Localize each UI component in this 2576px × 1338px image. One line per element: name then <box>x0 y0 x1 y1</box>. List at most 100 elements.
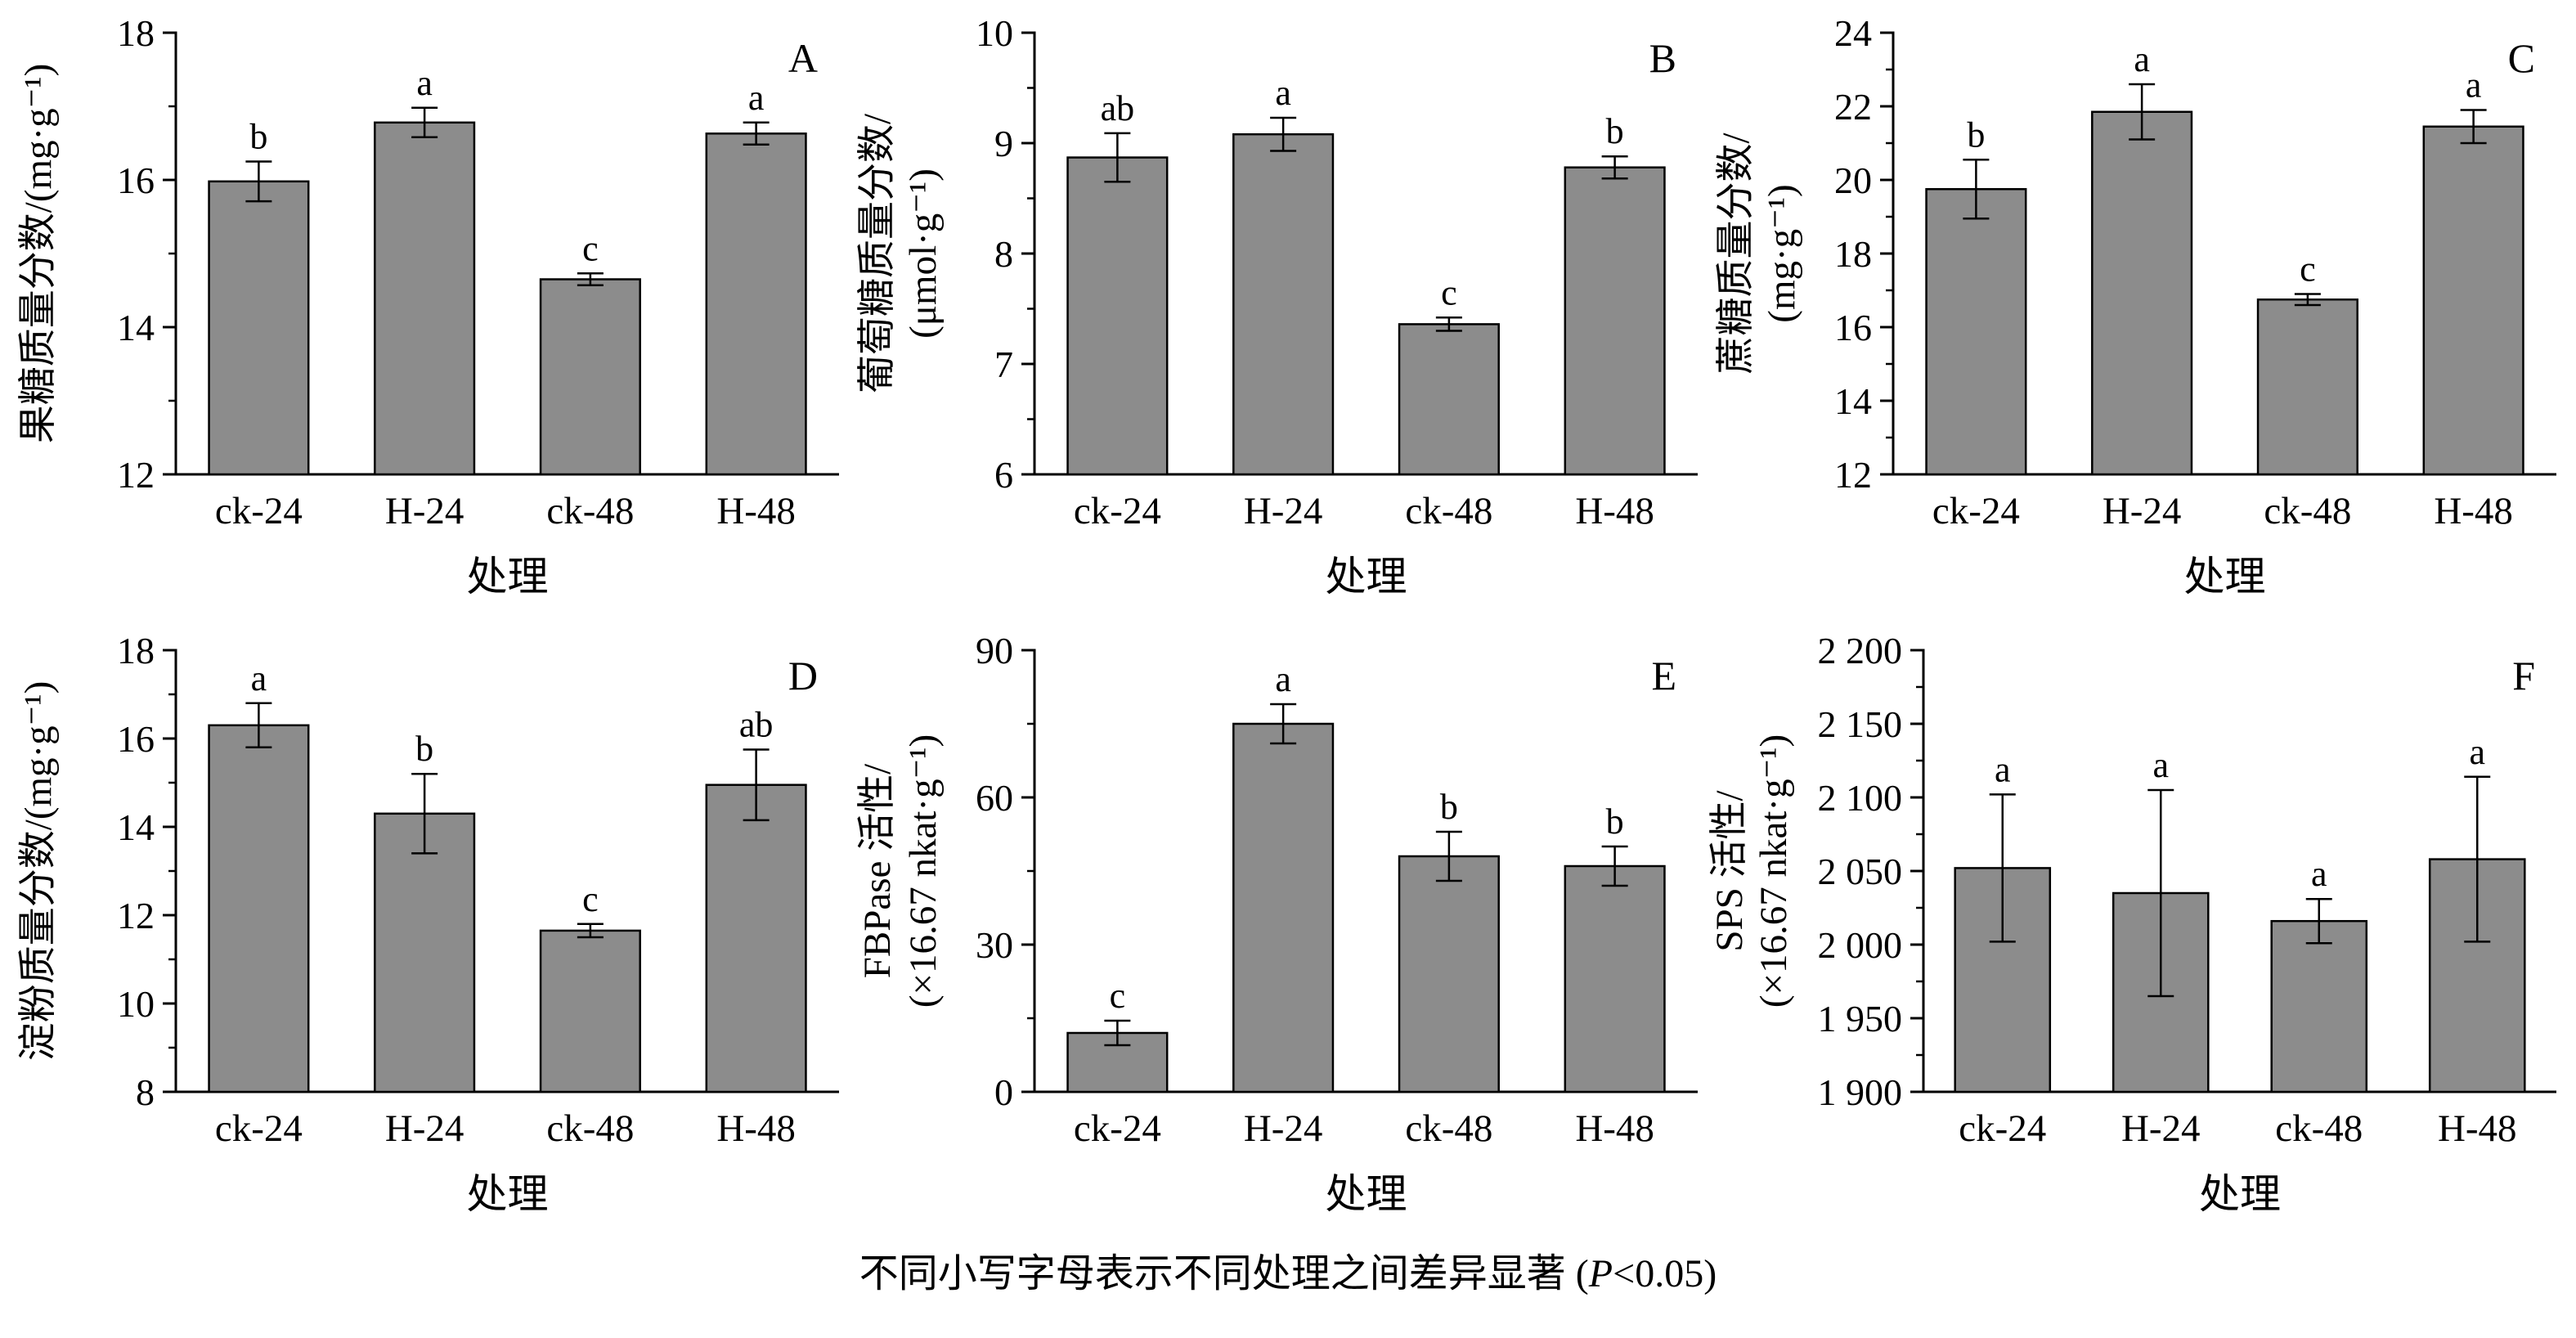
bar-ck-48 <box>1398 323 1500 476</box>
y-tick-label: 10 <box>976 12 1013 54</box>
caption-text-prefix: 不同小写字母表示不同处理之间差异显著 ( <box>859 1252 1589 1295</box>
y-axis-label-line: (μmol·g⁻¹) <box>902 168 945 339</box>
y-tick-label: 12 <box>1834 454 1872 496</box>
panel-letter: A <box>788 35 818 81</box>
sig-letter: a <box>2152 745 2169 785</box>
category-label: ck-48 <box>2264 490 2351 532</box>
sig-letter: a <box>748 78 765 118</box>
sig-letter: a <box>2466 65 2482 106</box>
error-bar-H-24 <box>2147 788 2174 998</box>
sig-letter: ab <box>739 705 774 745</box>
chart-panel-e: 0 30 60 90 c ck-24 a H-24 b ck-48 b H-48 E 处理 FBPase 活… <box>856 630 1698 1217</box>
error-bar-H-24 <box>2129 83 2156 141</box>
y-axis-label-line: FBPase 活性/ <box>856 763 899 978</box>
y-ticks <box>1880 31 1893 476</box>
bar-H-24 <box>1232 132 1335 476</box>
y-tick-label: 12 <box>117 454 155 496</box>
y-tick-label: 7 <box>994 343 1013 385</box>
category-label: ck-24 <box>1074 490 1161 532</box>
error-bar-ck-48 <box>1435 317 1462 332</box>
error-bar-H-48 <box>743 121 770 146</box>
bar-H-24 <box>374 812 476 1093</box>
y-tick-label: 22 <box>1834 86 1872 128</box>
y-ticks <box>163 649 176 1093</box>
bar-ck-48 <box>1398 855 1500 1093</box>
error-bar-ck-48 <box>2305 897 2332 945</box>
sig-letter: c <box>582 228 599 268</box>
y-axis-label-line: 蔗糖质量分数/ <box>1715 132 1757 375</box>
bar-ck-48 <box>539 278 641 476</box>
caption-p-symbol: P <box>1588 1252 1613 1295</box>
sig-letter: a <box>251 658 267 698</box>
category-label: H-24 <box>1244 490 1323 532</box>
category-label: H-24 <box>385 1107 464 1150</box>
y-tick-label: 30 <box>976 924 1013 966</box>
bar-H-48 <box>1564 166 1666 476</box>
y-tick-labels: 8 10 12 14 16 18 <box>117 630 155 1113</box>
panel-letter: E <box>1651 653 1676 698</box>
y-axis-label-line: (×16.67 nkat·g⁻¹) <box>1752 734 1795 1008</box>
sig-letter: c <box>1441 272 1457 312</box>
category-label: H-48 <box>2434 490 2513 532</box>
y-tick-label: 1 950 <box>1818 998 1903 1039</box>
category-label: H-48 <box>1575 490 1654 532</box>
bar-H-24 <box>374 121 476 476</box>
category-label: H-24 <box>1244 1107 1323 1150</box>
panel-letter: F <box>2512 653 2535 698</box>
x-axis-label: 处理 <box>467 1171 549 1217</box>
y-ticks <box>163 31 176 476</box>
y-tick-label: 90 <box>976 630 1013 671</box>
y-tick-label: 2 000 <box>1818 924 1903 966</box>
chart-panel-a: 12 14 16 18 b ck-24 a H-24 c ck-48 a H-48 A 处理 果糖质量分数/… <box>17 12 839 599</box>
category-label: H-24 <box>2103 490 2182 532</box>
y-tick-label: 2 200 <box>1818 630 1903 671</box>
error-bar-ck-24 <box>245 702 272 749</box>
category-label: ck-48 <box>546 1107 634 1150</box>
bar-ck-24 <box>1925 188 2027 476</box>
y-ticks <box>1021 31 1034 476</box>
sig-letter: b <box>1440 787 1458 827</box>
y-tick-label: 6 <box>994 454 1013 496</box>
y-axis-label-line: (×16.67 nkat·g⁻¹) <box>902 734 945 1008</box>
y-tick-label: 12 <box>117 895 155 936</box>
y-tick-label: 18 <box>1834 233 1872 275</box>
sig-letter: b <box>415 729 433 769</box>
error-bar-ck-24 <box>245 160 272 203</box>
y-tick-label: 16 <box>117 718 155 760</box>
chart-grid: 12 14 16 18 b ck-24 a H-24 c ck-48 a H-48 A 处理 果糖质量分数/… <box>17 12 2556 1217</box>
sig-letter: a <box>2469 732 2485 772</box>
category-label: H-48 <box>2438 1107 2517 1150</box>
error-bar-ck-48 <box>577 272 604 286</box>
sig-letter: b <box>249 117 267 157</box>
y-ticks <box>1910 649 1923 1093</box>
y-tick-label: 18 <box>117 12 155 54</box>
y-tick-label: 1 900 <box>1818 1071 1903 1113</box>
y-ticks <box>1021 649 1034 1093</box>
y-axis-label-line: 葡萄糖质量分数/ <box>856 113 899 393</box>
y-tick-labels: 0 30 60 90 <box>976 630 1013 1113</box>
chart-panel-b: 6 7 8 9 10 ab ck-24 a H-24 c ck-48 b H-48 B 处理 葡萄糖质量分数/… <box>856 12 1698 599</box>
category-label: ck-24 <box>215 490 303 532</box>
bar-ck-48 <box>2256 299 2358 476</box>
y-tick-label: 14 <box>1834 380 1872 422</box>
category-label: ck-48 <box>1405 490 1492 532</box>
category-label: H-48 <box>716 1107 796 1150</box>
y-tick-label: 2 050 <box>1818 851 1903 892</box>
error-bar-ck-48 <box>2294 293 2321 307</box>
category-label: ck-48 <box>2275 1107 2363 1150</box>
category-label: ck-24 <box>215 1107 303 1150</box>
y-tick-label: 8 <box>136 1071 155 1113</box>
y-tick-label: 14 <box>117 307 155 348</box>
sig-letter: a <box>1275 73 1291 113</box>
y-axis-label-line: 果糖质量分数/(mg·g⁻¹) <box>17 64 60 443</box>
chart-panel-c: 12 14 16 18 20 22 24 b ck-24 a H-24 c ck-48 a H-48 C 处理 蔗… <box>1715 12 2556 599</box>
bar-H-24 <box>2091 110 2193 476</box>
y-tick-label: 2 150 <box>1818 703 1903 745</box>
x-axis-label: 处理 <box>1326 554 1407 599</box>
y-axis-label-line: (mg·g⁻¹) <box>1761 184 1803 322</box>
sig-letter: c <box>1110 976 1126 1016</box>
category-label: H-24 <box>2121 1107 2201 1150</box>
category-label: ck-24 <box>1932 490 2020 532</box>
error-bar-H-48 <box>1601 845 1628 887</box>
